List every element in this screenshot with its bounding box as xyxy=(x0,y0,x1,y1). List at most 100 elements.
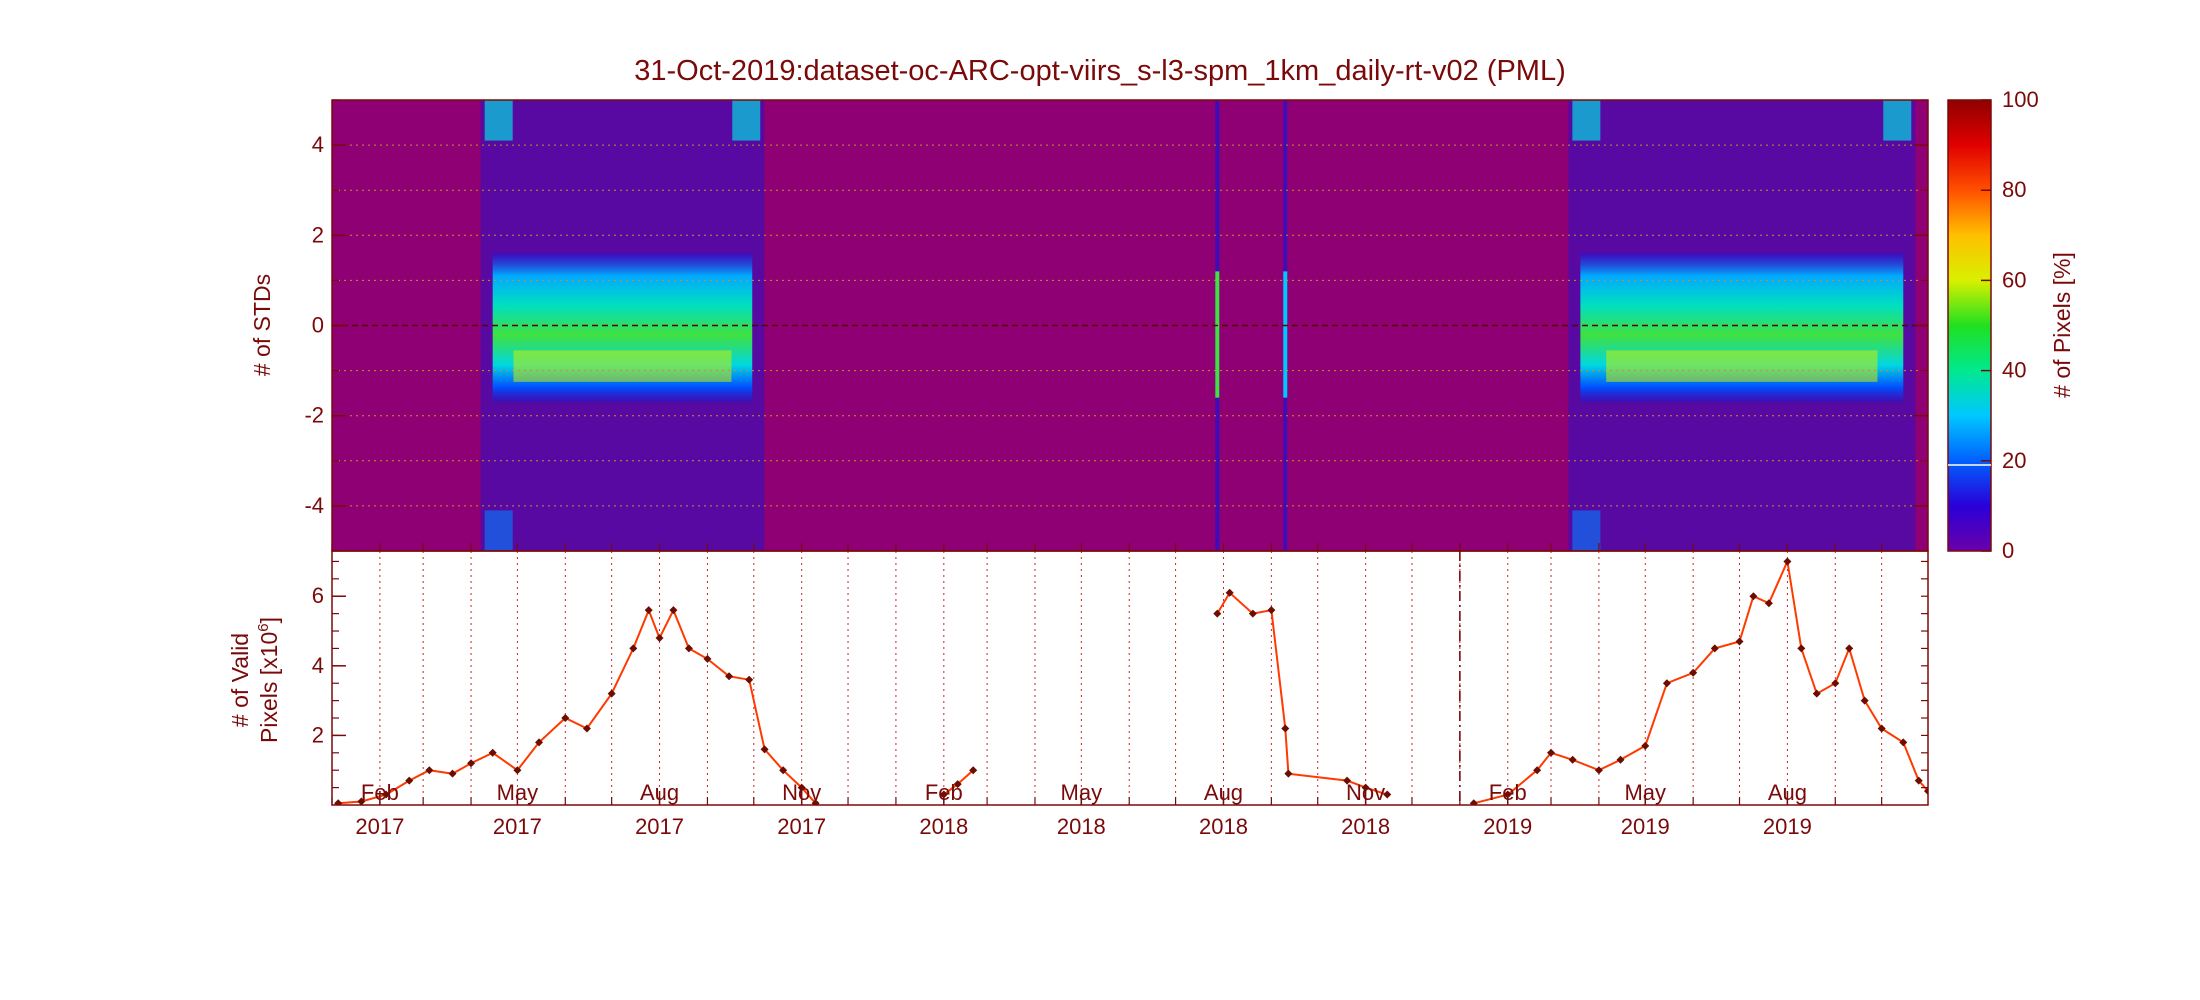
series-point-21 xyxy=(760,745,769,754)
series-point-23 xyxy=(797,783,806,792)
density-peak-0 xyxy=(513,350,732,382)
series-point-60 xyxy=(1924,787,1928,796)
x-tick-year-3: 2017 xyxy=(777,814,826,839)
series-line-segment-2 xyxy=(1216,591,1388,796)
x-tick-month-5: May xyxy=(1061,780,1103,805)
colorbar-label: # of Pixels [%] xyxy=(2049,252,2075,398)
series-point-44 xyxy=(1641,741,1650,750)
colorbar-tick-label-4: 80 xyxy=(2002,177,2026,202)
series-point-37 xyxy=(1469,799,1478,805)
series-point-57 xyxy=(1877,724,1886,733)
x-tick-month-0: Feb xyxy=(361,780,399,805)
x-tick-year-10: 2019 xyxy=(1763,814,1812,839)
heatmap-panel: -4 -2 0 2 4 # of STDs xyxy=(249,99,1929,552)
colorbar-tick-label-2: 40 xyxy=(2002,358,2026,383)
colorbar-tick-label-5: 100 xyxy=(2002,87,2039,112)
line-y-ticks: 2 4 6 xyxy=(312,560,1928,789)
series-point-2 xyxy=(382,790,391,799)
valid-pixels-series xyxy=(334,557,1928,805)
colorbar-gradient xyxy=(1947,99,1992,552)
series-point-46 xyxy=(1689,668,1698,677)
colorbar-ticks: 0 20 40 60 80 100 xyxy=(1981,87,2039,563)
density-edge-bottom-1 xyxy=(1572,510,1601,551)
x-tick-month-2: Aug xyxy=(640,780,679,805)
line-y-tick-label-0: 2 xyxy=(312,722,324,747)
density-peak-1 xyxy=(1606,350,1878,382)
x-tick-year-9: 2019 xyxy=(1621,814,1670,839)
x-tick-year-4: 2018 xyxy=(919,814,968,839)
series-point-28 xyxy=(1213,609,1222,618)
x-tick-year-6: 2018 xyxy=(1199,814,1248,839)
series-point-15 xyxy=(655,633,664,642)
series-point-54 xyxy=(1831,679,1840,688)
series-point-11 xyxy=(582,724,591,733)
series-point-43 xyxy=(1616,755,1625,764)
series-point-56 xyxy=(1860,696,1869,705)
x-tick-month-1: May xyxy=(497,780,539,805)
series-point-59 xyxy=(1914,776,1923,785)
series-point-30 xyxy=(1248,609,1257,618)
line-panel: 2 4 6 Feb 2017 May 2017 Aug 2017 Nov 2017 Feb 2018 M… xyxy=(227,543,1929,839)
series-point-52 xyxy=(1797,644,1806,653)
x-tick-month-7: Nov xyxy=(1346,780,1385,805)
series-line-segment-0 xyxy=(338,607,817,805)
series-point-20 xyxy=(745,675,754,684)
series-point-29 xyxy=(1225,588,1234,597)
series-point-27 xyxy=(969,766,978,775)
series-point-17 xyxy=(684,644,693,653)
series-point-36 xyxy=(1383,790,1392,799)
colorbar-tick-label-0: 0 xyxy=(2002,538,2014,563)
density-edge-top-start-0 xyxy=(484,100,513,141)
isolated-column-core-1 xyxy=(1283,271,1288,398)
density-edge-top-end-1 xyxy=(1883,100,1912,141)
x-tick-month-3: Nov xyxy=(782,780,821,805)
x-tick-year-5: 2018 xyxy=(1057,814,1106,839)
x-tick-month-4: Feb xyxy=(925,780,963,805)
series-point-35 xyxy=(1361,783,1370,792)
series-point-48 xyxy=(1735,637,1744,646)
x-tick-year-0: 2017 xyxy=(355,814,404,839)
series-point-39 xyxy=(1533,766,1542,775)
series-point-18 xyxy=(703,654,712,663)
colorbar: 0 20 40 60 80 100 # of Pixels [%] xyxy=(1947,87,2075,563)
density-edge-top-start-1 xyxy=(1572,100,1601,141)
series-point-16 xyxy=(669,606,678,615)
heatmap-y-ticks: -4 -2 0 2 4 xyxy=(304,99,1928,552)
x-tick-year-1: 2017 xyxy=(493,814,542,839)
series-point-41 xyxy=(1568,755,1577,764)
line-y-tick-label-1: 4 xyxy=(312,653,324,678)
heatmap-y-tick-label-0: -4 xyxy=(304,493,324,518)
line-panel-guides xyxy=(331,543,1883,805)
series-point-24 xyxy=(811,799,820,805)
series-point-1 xyxy=(357,797,366,805)
density-edge-bottom-0 xyxy=(484,510,513,551)
x-tick-year-2: 2017 xyxy=(635,814,684,839)
series-point-53 xyxy=(1812,689,1821,698)
x-tick-month-6: Aug xyxy=(1204,780,1243,805)
heatmap-y-tick-label-2: 0 xyxy=(312,313,324,338)
isolated-column-core-0 xyxy=(1215,271,1220,398)
x-tick-month-8: Feb xyxy=(1489,780,1527,805)
series-point-49 xyxy=(1749,592,1758,601)
series-point-12 xyxy=(607,689,616,698)
colorbar-tick-label-3: 60 xyxy=(2002,267,2026,292)
series-point-31 xyxy=(1267,606,1276,615)
series-point-4 xyxy=(425,766,434,775)
heatmap-gridlines xyxy=(332,144,1928,507)
series-point-33 xyxy=(1284,769,1293,778)
x-tick-month-10: Aug xyxy=(1768,780,1807,805)
series-point-58 xyxy=(1899,738,1908,747)
heatmap-y-label: # of STDs xyxy=(249,274,275,376)
x-axis-ticks: Feb 2017 May 2017 Aug 2017 Nov 2017 Feb 2018 May 20… xyxy=(355,780,1811,839)
series-point-13 xyxy=(629,644,638,653)
series-point-8 xyxy=(513,766,522,775)
heatmap-y-tick-label-4: 4 xyxy=(312,132,324,157)
series-point-9 xyxy=(535,738,544,747)
x-tick-year-7: 2018 xyxy=(1341,814,1390,839)
series-point-55 xyxy=(1845,644,1854,653)
series-point-3 xyxy=(405,776,414,785)
series-point-5 xyxy=(448,769,457,778)
series-point-6 xyxy=(467,759,476,768)
density-edge-top-end-0 xyxy=(732,100,761,141)
